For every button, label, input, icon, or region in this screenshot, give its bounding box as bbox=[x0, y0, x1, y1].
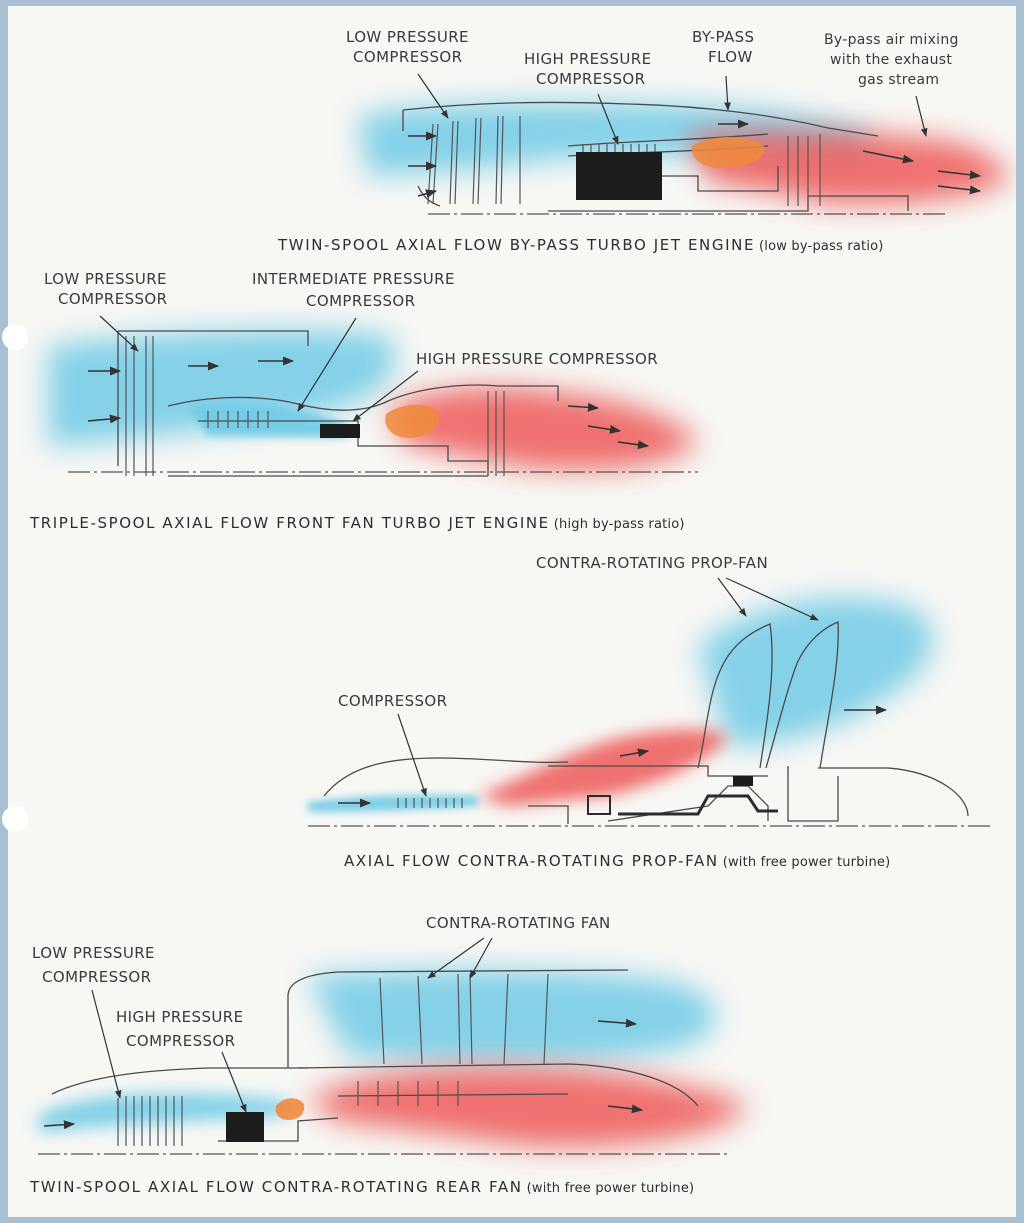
power-turbine-box bbox=[587, 795, 611, 815]
combustion-chamber bbox=[691, 137, 765, 168]
hp-compressor-block bbox=[320, 424, 360, 438]
engine-outline bbox=[68, 330, 698, 477]
label-high-pressure-compressor-line1: HIGH PRESSURE bbox=[524, 50, 651, 68]
label-bypass-mixing-line3: gas stream bbox=[858, 72, 939, 88]
caption-diagram-4: TWIN-SPOOL AXIAL FLOW CONTRA-ROTATING RE… bbox=[29, 1178, 694, 1196]
caption-diagram-2: TRIPLE-SPOOL AXIAL FLOW FRONT FAN TURBO … bbox=[29, 514, 685, 532]
combustion-chamber bbox=[385, 404, 440, 438]
leader-lines bbox=[99, 315, 419, 422]
label-intermediate-pressure-compressor-line1: INTERMEDIATE PRESSURE bbox=[252, 270, 455, 288]
turbine-blades bbox=[787, 134, 821, 206]
prop-fan-blades bbox=[697, 621, 839, 769]
label-bypass-flow-line2: FLOW bbox=[708, 48, 753, 66]
label-bypass-flow-line1: BY-PASS bbox=[692, 28, 754, 46]
hot-gas-flow bbox=[478, 729, 728, 806]
contra-fan-blades bbox=[379, 973, 549, 1065]
engine-outline bbox=[402, 101, 948, 215]
caption-diagram-3: AXIAL FLOW CONTRA-ROTATING PROP-FAN (with… bbox=[344, 852, 890, 870]
turbine-block bbox=[733, 776, 753, 786]
label-high-pressure-compressor-line2: COMPRESSOR bbox=[536, 70, 645, 88]
label-high-pressure-compressor-line1: HIGH PRESSURE bbox=[116, 1008, 243, 1026]
combustion-chamber bbox=[275, 1098, 305, 1120]
diagram-twin-spool-bypass: LOW PRESSURE COMPRESSOR HIGH PRESSURE CO… bbox=[277, 28, 1008, 254]
label-low-pressure-compressor-line2: COMPRESSOR bbox=[353, 48, 462, 66]
front-fan-blades bbox=[125, 336, 154, 476]
engine-outline bbox=[38, 969, 728, 1155]
label-contra-rotating-fan: CONTRA-ROTATING FAN bbox=[426, 914, 611, 932]
diagram-contra-rotating-prop-fan: CONTRA-ROTATING PROP-FAN COMPRESSOR AXIA… bbox=[308, 554, 993, 870]
turbine-blades bbox=[487, 391, 505, 476]
label-low-pressure-compressor-line1: LOW PRESSURE bbox=[32, 944, 155, 962]
hp-compressor-blades bbox=[582, 144, 656, 152]
label-low-pressure-compressor-line1: LOW PRESSURE bbox=[346, 28, 469, 46]
engine-outline bbox=[308, 757, 993, 827]
label-low-pressure-compressor-line2: COMPRESSOR bbox=[42, 968, 151, 986]
power-turbine-blades bbox=[357, 1081, 459, 1106]
flow-arrows bbox=[408, 119, 982, 199]
label-bypass-mixing-line2: with the exhaust bbox=[830, 52, 952, 68]
diagram-triple-spool-front-fan: LOW PRESSURE COMPRESSOR INTERMEDIATE PRE… bbox=[29, 270, 698, 532]
hot-gas-flow bbox=[388, 387, 698, 470]
label-low-pressure-compressor-line2: COMPRESSOR bbox=[58, 290, 167, 308]
leader-lines bbox=[417, 73, 928, 145]
cold-air-flow bbox=[38, 969, 716, 1132]
diagram-contra-rotating-rear-fan: CONTRA-ROTATING FAN LOW PRESSURE COMPRES… bbox=[29, 914, 748, 1196]
flow-arrows bbox=[87, 356, 650, 450]
flow-arrows bbox=[43, 1018, 644, 1130]
hot-gas-flow bbox=[688, 130, 1008, 205]
diagram-sheet: LOW PRESSURE COMPRESSOR HIGH PRESSURE CO… bbox=[2, 6, 1016, 1217]
label-bypass-mixing-line1: By-pass air mixing bbox=[824, 32, 959, 48]
label-compressor: COMPRESSOR bbox=[338, 692, 447, 710]
hp-compressor-block bbox=[576, 152, 662, 200]
label-low-pressure-compressor-line1: LOW PRESSURE bbox=[44, 270, 167, 288]
leader-lines bbox=[91, 937, 493, 1113]
compressor-blades bbox=[397, 798, 463, 808]
ip-compressor-blades bbox=[207, 411, 269, 428]
cold-air-flow bbox=[308, 598, 933, 812]
lp-compressor-blades bbox=[117, 1096, 183, 1146]
punch-hole bbox=[2, 324, 28, 350]
punch-hole bbox=[2, 806, 28, 832]
engine-diagrams-figure: LOW PRESSURE COMPRESSOR HIGH PRESSURE CO… bbox=[29, 28, 1008, 1196]
label-intermediate-pressure-compressor-line2: COMPRESSOR bbox=[306, 292, 415, 310]
flow-arrows bbox=[338, 705, 888, 808]
caption-diagram-1: TWIN-SPOOL AXIAL FLOW BY-PASS TURBO JET … bbox=[277, 236, 884, 254]
hp-compressor-block bbox=[226, 1112, 264, 1142]
hot-gas-flow bbox=[308, 1067, 748, 1147]
label-high-pressure-compressor-line2: COMPRESSOR bbox=[126, 1032, 235, 1050]
leader-lines bbox=[397, 577, 819, 797]
label-contra-rotating-prop-fan: CONTRA-ROTATING PROP-FAN bbox=[536, 554, 768, 572]
label-high-pressure-compressor: HIGH PRESSURE COMPRESSOR bbox=[416, 350, 658, 368]
